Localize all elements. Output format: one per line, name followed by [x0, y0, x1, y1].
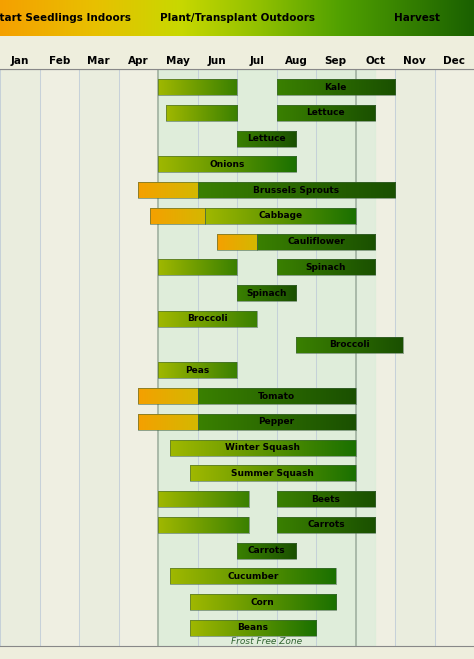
Bar — [79, 69, 118, 646]
Bar — [198, 182, 395, 198]
Bar — [316, 69, 356, 646]
Bar — [356, 69, 395, 646]
Bar — [395, 69, 435, 646]
Bar — [138, 182, 198, 198]
Bar — [39, 69, 79, 646]
Text: Spinach: Spinach — [306, 263, 346, 272]
Bar — [190, 594, 336, 610]
Text: Beans: Beans — [237, 623, 268, 632]
Bar — [257, 234, 375, 250]
Bar — [158, 260, 237, 275]
Text: Harvest: Harvest — [394, 13, 440, 23]
Bar — [0, 69, 39, 646]
Text: Pepper: Pepper — [258, 417, 294, 426]
Text: Beets: Beets — [311, 495, 340, 503]
Text: Lettuce: Lettuce — [247, 134, 286, 143]
Bar — [276, 105, 375, 121]
Bar — [158, 79, 237, 95]
Text: Summer Squash: Summer Squash — [231, 469, 314, 478]
Text: Frost Free Zone: Frost Free Zone — [231, 637, 302, 646]
Bar — [276, 69, 316, 646]
Bar — [190, 465, 356, 481]
Bar — [190, 620, 316, 636]
Bar — [276, 491, 375, 507]
Text: Spinach: Spinach — [246, 289, 287, 298]
Bar — [158, 156, 296, 173]
Text: Broccoli: Broccoli — [329, 340, 370, 349]
Bar — [237, 69, 276, 646]
Text: Plant/Transplant Outdoors: Plant/Transplant Outdoors — [159, 13, 315, 23]
Bar — [237, 285, 296, 301]
Bar — [158, 69, 375, 646]
Bar — [205, 208, 356, 224]
Text: Cauliflower: Cauliflower — [287, 237, 345, 246]
Text: Start Seedlings Indoors: Start Seedlings Indoors — [0, 13, 131, 23]
Bar — [198, 69, 237, 646]
Text: Peas: Peas — [185, 366, 210, 375]
Bar — [237, 542, 296, 559]
Bar — [166, 105, 237, 121]
Bar — [198, 388, 356, 404]
Bar — [118, 69, 158, 646]
Bar — [296, 337, 403, 353]
Bar — [158, 517, 249, 533]
Bar — [158, 362, 237, 378]
Text: Carrots: Carrots — [248, 546, 285, 555]
Bar — [276, 517, 375, 533]
Bar — [435, 69, 474, 646]
Text: Cucumber: Cucumber — [227, 572, 279, 581]
Bar — [158, 69, 198, 646]
Bar — [170, 440, 356, 455]
Text: Brussels Sprouts: Brussels Sprouts — [253, 186, 339, 194]
Text: Winter Squash: Winter Squash — [225, 443, 300, 452]
Bar — [217, 234, 257, 250]
Bar — [158, 311, 257, 327]
Text: Carrots: Carrots — [307, 521, 345, 529]
Bar — [138, 414, 198, 430]
Bar — [276, 260, 375, 275]
Bar — [237, 130, 296, 147]
Text: Onions: Onions — [210, 160, 245, 169]
Bar — [170, 568, 336, 585]
Text: Tomato: Tomato — [258, 391, 295, 401]
Bar — [276, 79, 395, 95]
Text: Cabbage: Cabbage — [258, 212, 302, 220]
Bar — [150, 208, 205, 224]
Bar — [198, 414, 356, 430]
Text: Kale: Kale — [325, 83, 347, 92]
Bar — [158, 491, 249, 507]
Bar — [138, 388, 198, 404]
Text: Corn: Corn — [251, 598, 274, 606]
Text: Lettuce: Lettuce — [307, 109, 345, 117]
Text: Broccoli: Broccoli — [187, 314, 228, 324]
